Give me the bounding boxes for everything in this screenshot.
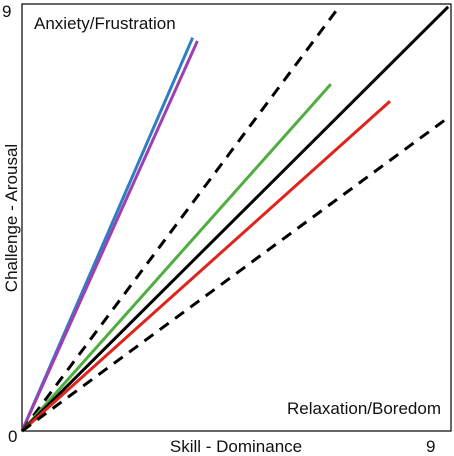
series-line-3	[20, 5, 341, 432]
series-layer	[20, 5, 450, 433]
y-axis-label: Challenge - Arousal	[2, 144, 21, 292]
tick-label-y-max: 9	[2, 2, 11, 21]
series-line-2	[20, 40, 199, 432]
tick-label-origin: 0	[8, 427, 17, 446]
series-line-4	[20, 83, 333, 432]
annotation-relaxation-boredom: Relaxation/Boredom	[287, 399, 441, 418]
series-line-5	[20, 5, 450, 433]
series-line-7	[21, 117, 449, 433]
annotation-anxiety-frustration: Anxiety/Frustration	[34, 14, 176, 33]
x-axis-label: Skill - Dominance	[170, 437, 302, 456]
plot-frame	[21, 3, 452, 432]
series-line-6	[20, 100, 391, 433]
tick-label-x-max: 9	[426, 437, 435, 456]
